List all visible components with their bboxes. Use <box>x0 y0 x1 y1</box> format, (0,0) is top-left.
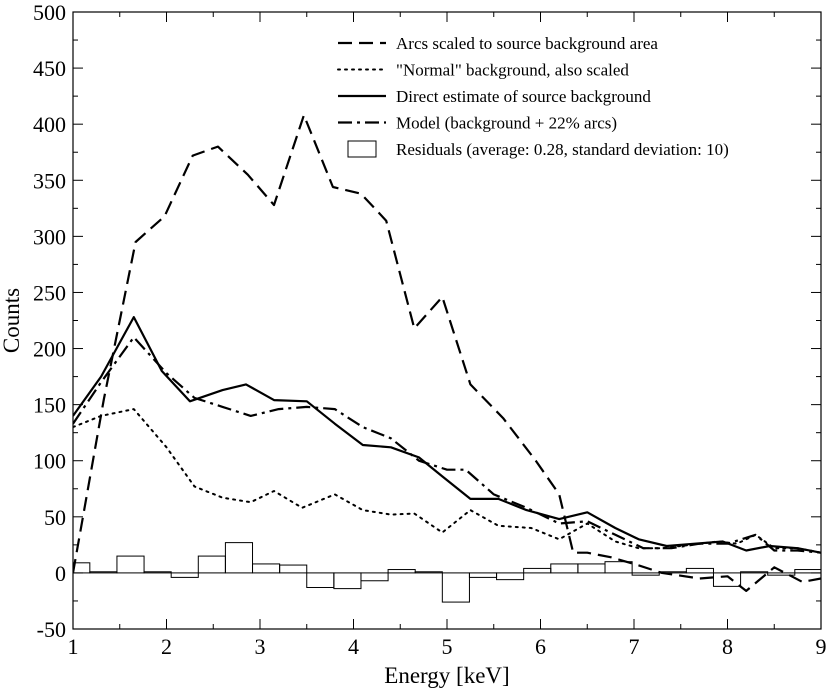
residual-bar <box>631 572 660 576</box>
residual-bar <box>89 571 118 574</box>
legend-residual-box <box>347 140 377 158</box>
y-tick-label: 100 <box>33 449 66 474</box>
residual-bar <box>143 571 172 574</box>
axis-ticks <box>72 11 822 630</box>
x-tick-label: 5 <box>442 634 453 659</box>
residual-bar <box>414 571 443 574</box>
y-tick-label: 400 <box>33 112 66 137</box>
legend-label-3: Direct estimate of source background <box>396 87 651 106</box>
y-tick-label: 450 <box>33 56 66 81</box>
x-tick-label: 7 <box>629 634 640 659</box>
residual-bar <box>685 567 714 574</box>
residual-bar <box>794 569 821 574</box>
x-axis-label: Energy [keV] <box>384 663 509 688</box>
residual-bar <box>577 563 606 574</box>
series-line-2 <box>73 408 821 554</box>
residual-bar <box>197 555 226 574</box>
x-tick-label: 1 <box>68 634 79 659</box>
y-tick-label: 0 <box>55 561 66 586</box>
residual-bar <box>550 563 579 574</box>
legend-label-2: "Normal" background, also scaled <box>396 61 629 80</box>
y-tick-label: 200 <box>33 337 66 362</box>
residual-bar <box>441 572 470 603</box>
y-axis-label: Counts <box>0 288 24 353</box>
x-tick-label: 4 <box>348 634 359 659</box>
series-line-3 <box>73 316 821 554</box>
x-tick-label: 9 <box>816 634 827 659</box>
residual-bar <box>604 561 633 574</box>
residual-bar <box>333 572 362 590</box>
residual-bar <box>116 555 145 574</box>
x-tick-label: 6 <box>535 634 546 659</box>
x-tick-label: 8 <box>722 634 733 659</box>
x-tick-label: 2 <box>161 634 172 659</box>
residual-bar <box>468 572 498 578</box>
plot-content <box>73 114 821 603</box>
y-tick-label: 300 <box>33 224 66 249</box>
residual-bar <box>523 567 552 574</box>
residual-bar <box>740 571 769 574</box>
residual-bar <box>496 572 525 581</box>
residual-bar <box>767 572 796 576</box>
y-tick-label: 50 <box>44 505 66 530</box>
y-tick-label: 150 <box>33 393 66 418</box>
series-line-4 <box>73 336 821 554</box>
legend-label-4: Model (background + 22% arcs) <box>396 114 617 133</box>
residual-bar <box>306 572 335 588</box>
y-tick-label: -50 <box>37 617 66 642</box>
residual-bar <box>252 563 281 574</box>
axis-tick-labels: 1 2 3 4 5 6 7 8 9 -50 0 50 100 150 200 250 300 350 400 450 5… <box>33 0 827 659</box>
residual-bar <box>712 572 742 587</box>
y-tick-label: 350 <box>33 168 66 193</box>
legend: Arcs scaled to source background area "No… <box>337 34 729 159</box>
residual-bar <box>279 564 308 574</box>
residual-bar <box>387 569 416 574</box>
y-tick-label: 500 <box>33 0 66 25</box>
residual-bar <box>224 542 254 574</box>
y-tick-label: 250 <box>33 280 66 305</box>
x-tick-label: 3 <box>255 634 266 659</box>
residual-bar <box>360 572 389 582</box>
legend-label-5: Residuals (average: 0.28, standard devia… <box>396 140 729 159</box>
residual-bar <box>170 572 199 578</box>
series-line-1 <box>73 114 821 593</box>
legend-label-1: Arcs scaled to source background area <box>396 34 658 53</box>
